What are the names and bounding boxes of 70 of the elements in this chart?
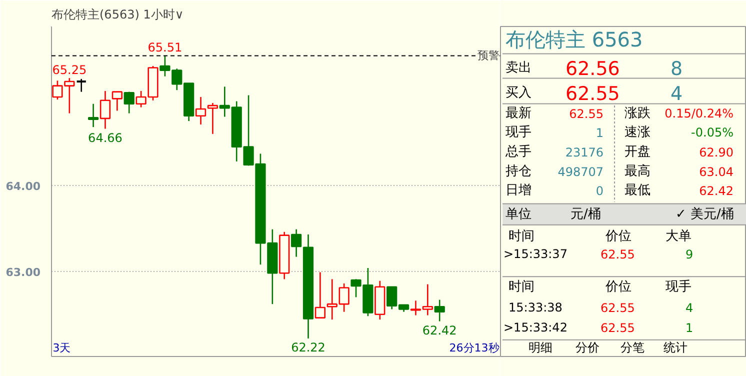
text: 卖出 xyxy=(506,60,532,76)
candlestick xyxy=(207,102,218,135)
text: 62.55 xyxy=(600,321,635,336)
chart-title: 布伦特主(6563) 1小时∨ xyxy=(52,8,184,22)
text: 最新 xyxy=(506,106,532,121)
text: 最低 xyxy=(624,183,650,198)
text: 时间 xyxy=(508,228,534,244)
candlestick xyxy=(124,91,134,114)
text: 价位 xyxy=(604,280,632,295)
text: 布伦特主 6563 xyxy=(506,28,643,52)
text: 现手 xyxy=(506,125,532,140)
text: 4 xyxy=(686,300,694,315)
annotation: 65.25 xyxy=(52,63,87,78)
annotation: 64.66 xyxy=(88,130,122,145)
candlestick xyxy=(100,90,111,130)
text: 最高 xyxy=(624,162,650,179)
text: 498707 xyxy=(558,164,604,179)
text: 26分13秒 xyxy=(449,342,500,354)
text: 15:33:38 xyxy=(508,300,562,314)
text: -0.05% xyxy=(691,126,734,140)
text: 持仓 xyxy=(506,164,532,179)
text: 涨跌 xyxy=(624,106,650,121)
text: 现手 xyxy=(666,280,692,295)
ref-line-label: 预警 xyxy=(477,49,500,62)
candlestick xyxy=(88,103,99,128)
text: 62.42 xyxy=(699,184,734,198)
candlestick xyxy=(112,91,122,112)
text: >15:33:37 xyxy=(504,246,568,261)
text: 日增 xyxy=(506,183,532,198)
text: 63.04 xyxy=(699,164,734,179)
text: 62.55 xyxy=(569,106,604,121)
text: 1 xyxy=(686,321,694,336)
text: 总手 xyxy=(504,144,532,160)
y-tick-label: 63.00 xyxy=(6,266,41,279)
text: 速涨 xyxy=(624,125,650,140)
text: 分笔 xyxy=(620,340,644,355)
text: 价位 xyxy=(604,228,632,244)
candlestick xyxy=(76,78,87,92)
text: 明细 xyxy=(528,340,552,355)
text: 统计 xyxy=(664,340,688,355)
text: 分价 xyxy=(576,340,600,355)
candlestick xyxy=(290,228,302,258)
text: 0 xyxy=(596,184,604,198)
text: 23176 xyxy=(565,146,604,160)
y-tick-label: 64.00 xyxy=(6,180,41,193)
annotation: 62.22 xyxy=(291,340,326,354)
text: 时间 xyxy=(508,280,534,295)
text: ✓ 美元/桶 xyxy=(676,206,734,222)
text: 62.55 xyxy=(566,83,620,106)
annotation: 65.51 xyxy=(148,40,182,55)
annotation: 62.42 xyxy=(422,323,457,338)
text: 单位 xyxy=(506,206,532,222)
text: >15:33:42 xyxy=(504,320,568,335)
text: 1 xyxy=(596,126,604,140)
candlestick xyxy=(195,96,206,126)
text: 9 xyxy=(686,247,694,262)
text: 大单 xyxy=(666,228,692,244)
text: 4 xyxy=(670,83,683,106)
text: 0.15/0.24% xyxy=(664,106,734,120)
text: 62.90 xyxy=(699,146,734,160)
candlestick xyxy=(434,299,445,322)
candlestick xyxy=(314,272,326,318)
text: 买入 xyxy=(506,86,532,101)
text: 元/桶 xyxy=(570,206,601,222)
text: 8 xyxy=(670,58,683,80)
text: 62.56 xyxy=(566,58,620,80)
text: 开盘 xyxy=(624,144,650,160)
annotation: 3天 xyxy=(52,342,71,354)
text: 62.55 xyxy=(600,300,635,315)
text: 62.55 xyxy=(600,247,635,262)
